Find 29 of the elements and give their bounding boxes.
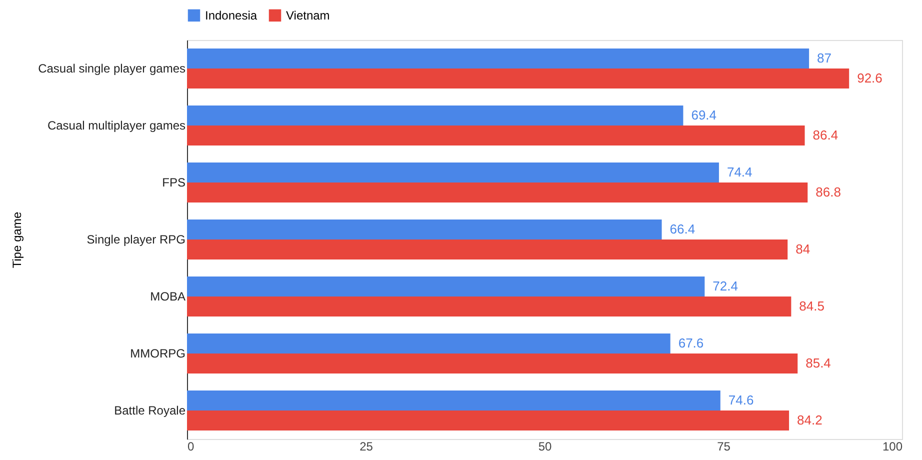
x-tick-label: 50 — [538, 440, 552, 454]
data-label: 92.6 — [857, 70, 882, 86]
data-label: 85.4 — [806, 355, 831, 370]
legend-label: Indonesia — [205, 8, 258, 22]
x-tick-label: 75 — [717, 440, 731, 454]
data-label: 86.8 — [816, 184, 841, 200]
data-label: 69.4 — [691, 108, 717, 123]
x-tick-label: 0 — [188, 440, 194, 454]
y-tick-label: Battle Royale — [114, 404, 186, 418]
data-label: 74.6 — [728, 392, 754, 408]
y-tick-label: Casual single player games — [38, 62, 186, 76]
data-label: 86.4 — [812, 127, 838, 142]
data-label: 84.2 — [797, 412, 822, 428]
legend-label: Vietnam — [286, 8, 330, 22]
y-tick-label: MOBA — [150, 290, 186, 304]
data-label: 87 — [817, 50, 832, 66]
y-tick-label: FPS — [162, 176, 186, 190]
x-tick-label: 25 — [360, 440, 374, 454]
x-tick-label: 100 — [882, 440, 903, 454]
data-label: 84 — [796, 241, 810, 256]
data-label: 74.4 — [726, 164, 752, 180]
y-tick-label: Casual multiplayer games — [47, 118, 186, 132]
data-label: 67.6 — [678, 336, 704, 351]
y-tick-label: Single player RPG — [86, 232, 186, 246]
data-label: 66.4 — [670, 222, 696, 237]
data-label: 72.4 — [712, 278, 738, 294]
data-label: 84.5 — [799, 298, 824, 314]
y-axis-title: Tipe game — [10, 212, 24, 268]
y-tick-label: MMORPG — [130, 346, 186, 360]
